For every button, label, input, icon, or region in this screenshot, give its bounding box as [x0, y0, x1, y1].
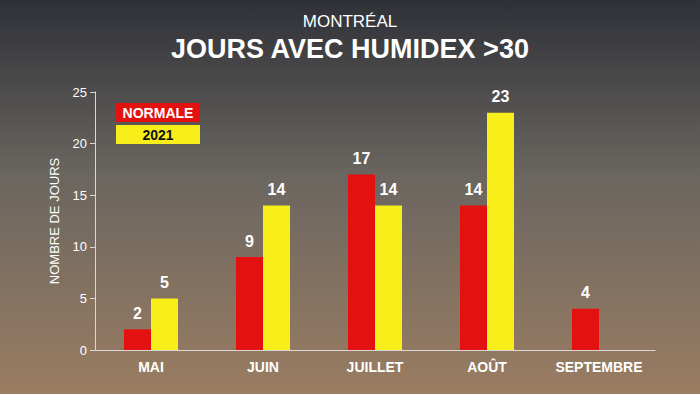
svg-text:NORMALE: NORMALE [123, 105, 194, 121]
svg-text:JUIN: JUIN [247, 359, 279, 375]
svg-text:0: 0 [80, 343, 87, 358]
svg-text:20: 20 [73, 136, 87, 151]
svg-text:JUILLET: JUILLET [347, 359, 404, 375]
svg-text:NOMBRE DE JOURS: NOMBRE DE JOURS [47, 157, 62, 284]
svg-text:4: 4 [581, 284, 590, 301]
svg-text:SEPTEMBRE: SEPTEMBRE [555, 359, 642, 375]
svg-text:14: 14 [380, 181, 398, 198]
svg-text:15: 15 [73, 188, 87, 203]
svg-text:17: 17 [353, 150, 371, 167]
svg-text:14: 14 [465, 181, 483, 198]
svg-text:JOURS AVEC HUMIDEX >30: JOURS AVEC HUMIDEX >30 [171, 34, 529, 64]
svg-text:MONTRÉAL: MONTRÉAL [303, 12, 397, 31]
svg-text:5: 5 [160, 274, 169, 291]
svg-text:10: 10 [73, 239, 87, 254]
svg-text:AOÛT: AOÛT [467, 358, 507, 375]
svg-text:9: 9 [245, 233, 254, 250]
svg-text:14: 14 [268, 181, 286, 198]
svg-text:2: 2 [133, 305, 142, 322]
svg-text:5: 5 [80, 291, 87, 306]
svg-text:2021: 2021 [142, 127, 173, 143]
svg-text:25: 25 [73, 85, 87, 100]
svg-text:23: 23 [492, 88, 510, 105]
svg-text:MAI: MAI [138, 359, 164, 375]
